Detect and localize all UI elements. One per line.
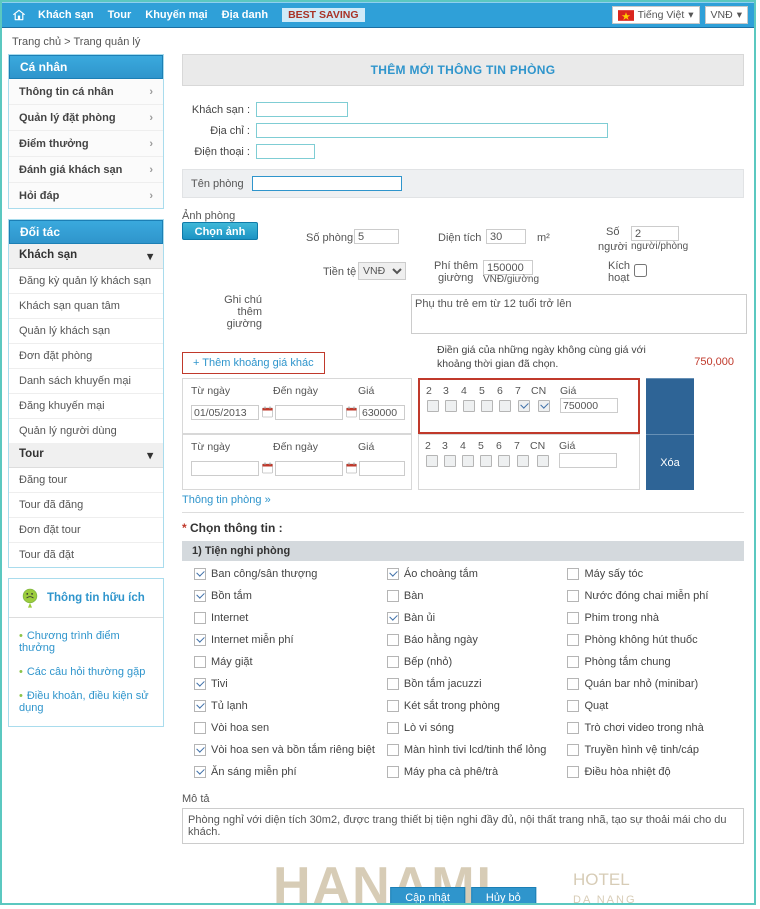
- svg-text:HOTEL: HOTEL: [573, 870, 630, 889]
- svg-text:DA NANG: DA NANG: [573, 894, 637, 905]
